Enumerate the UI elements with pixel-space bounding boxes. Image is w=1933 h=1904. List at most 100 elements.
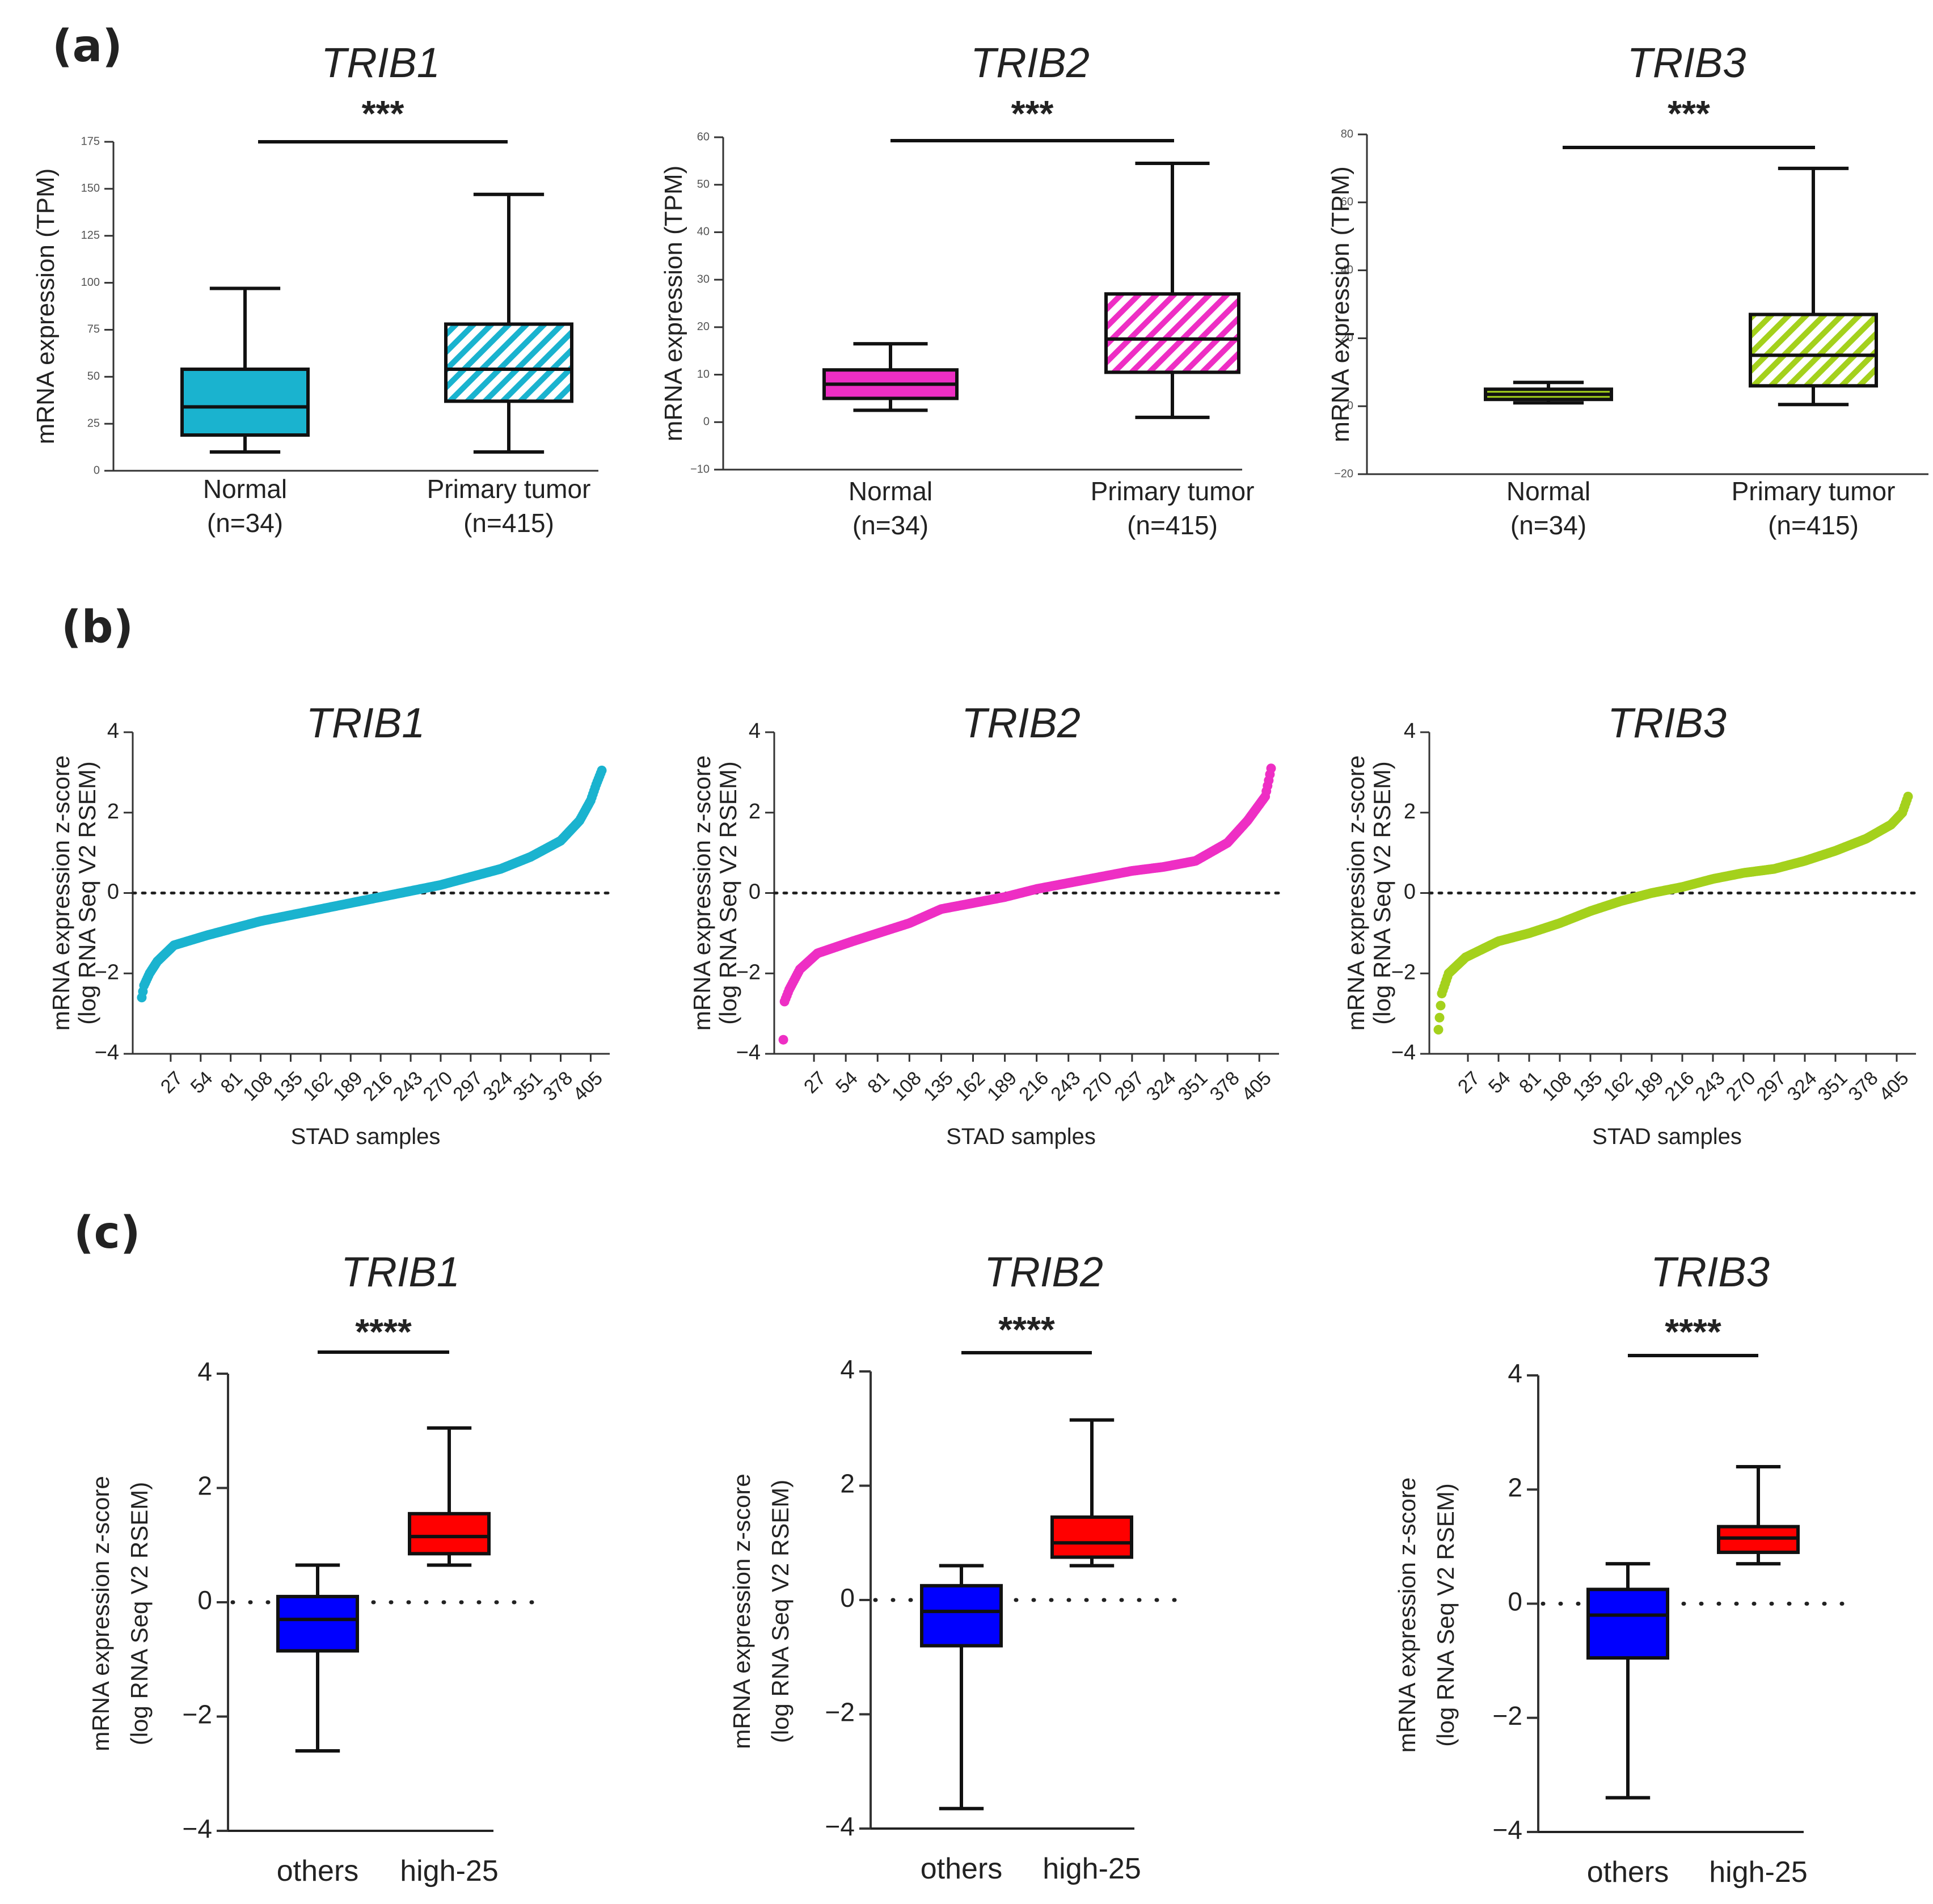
y-tick-label: 0 bbox=[749, 880, 761, 904]
y-tick-label: 0 bbox=[94, 464, 100, 476]
x-tick-label: 243 bbox=[1046, 1067, 1084, 1105]
x-tick-label: 81 bbox=[863, 1067, 894, 1098]
x-tick-label: 162 bbox=[951, 1067, 989, 1105]
x-category-label: Normal bbox=[1506, 476, 1590, 506]
y-tick-label: 0 bbox=[1347, 399, 1353, 412]
y-tick-label: 40 bbox=[1341, 264, 1353, 276]
chart-title: TRIB3 bbox=[1607, 699, 1727, 746]
y-tick-label: 2 bbox=[197, 1471, 212, 1501]
trib2-zscore-boxplot: TRIB2 **** −4 −2 0 2 4 mRNA expression z-score (… bbox=[728, 1248, 1182, 1885]
box-iqr bbox=[1586, 1588, 1669, 1660]
y-tick-label: 2 bbox=[749, 800, 761, 824]
x-category-label: Normal bbox=[849, 476, 932, 506]
x-category-count: (n=415) bbox=[463, 508, 554, 538]
y-axis-label-line2: (log RNA Seq V2 RSEM) bbox=[767, 1480, 794, 1743]
y-axis-label-line2: (log RNA Seq V2 RSEM) bbox=[74, 761, 100, 1025]
x-tick-label: 27 bbox=[800, 1067, 830, 1098]
panel-label-a: (a) bbox=[52, 21, 123, 72]
y-tick-label: −4 bbox=[183, 1814, 212, 1843]
x-tick-label: 54 bbox=[1484, 1067, 1515, 1098]
x-category-count: (n=34) bbox=[207, 508, 283, 538]
y-tick-label: −2 bbox=[825, 1698, 855, 1727]
x-tick-label: 189 bbox=[329, 1067, 367, 1105]
x-tick-label: 324 bbox=[479, 1067, 517, 1105]
y-tick-label: 2 bbox=[107, 800, 119, 824]
chart-title: TRIB3 bbox=[1651, 1248, 1770, 1295]
y-tick-label: −4 bbox=[95, 1041, 119, 1065]
chart-title: TRIB2 bbox=[970, 39, 1090, 86]
y-axis-label-line1: mRNA expression z-score bbox=[87, 1476, 114, 1751]
y-tick-label: 75 bbox=[87, 323, 100, 336]
y-axis-label-line1: mRNA expression z-score bbox=[48, 755, 74, 1031]
y-tick-label: 2 bbox=[840, 1469, 855, 1498]
y-axis-label: mRNA expression (TPM) bbox=[1327, 166, 1354, 442]
x-tick-label: 135 bbox=[269, 1067, 307, 1105]
x-tick-label: 297 bbox=[449, 1067, 487, 1105]
y-tick-label: 0 bbox=[197, 1585, 212, 1615]
chart-title: TRIB1 bbox=[341, 1248, 460, 1295]
data-point bbox=[1433, 1024, 1444, 1035]
y-tick-label: 2 bbox=[1508, 1472, 1522, 1502]
y-tick-label: 0 bbox=[840, 1583, 855, 1612]
significance-stars: *** bbox=[1668, 93, 1710, 134]
x-tick-label: 189 bbox=[1630, 1067, 1668, 1105]
x-category-count: (n=34) bbox=[852, 510, 928, 540]
y-tick-label: 80 bbox=[1341, 128, 1353, 140]
y-axis-label-line2: (log RNA Seq V2 RSEM) bbox=[1369, 761, 1395, 1025]
x-tick-label: 351 bbox=[1174, 1067, 1212, 1105]
x-category-label: others bbox=[1587, 1856, 1669, 1889]
box-iqr bbox=[276, 1594, 359, 1653]
y-tick-label: −2 bbox=[1493, 1701, 1522, 1730]
x-tick-label: 108 bbox=[888, 1067, 926, 1105]
x-tick-label: 216 bbox=[1015, 1067, 1053, 1105]
x-tick-label: 108 bbox=[1538, 1067, 1576, 1105]
y-axis-label-line1: mRNA expression z-score bbox=[689, 755, 715, 1031]
y-tick-label: −10 bbox=[690, 463, 710, 475]
x-tick-label: 405 bbox=[1875, 1067, 1913, 1105]
y-tick-label: 4 bbox=[840, 1354, 855, 1384]
y-tick-label: 30 bbox=[697, 273, 710, 285]
y-tick-label: 100 bbox=[81, 276, 100, 289]
y-tick-label: −4 bbox=[736, 1041, 761, 1065]
x-tick-label: 27 bbox=[1454, 1067, 1484, 1098]
data-point bbox=[1903, 791, 1913, 801]
box-iqr bbox=[180, 368, 310, 437]
y-axis-label-line2: (log RNA Seq V2 RSEM) bbox=[126, 1482, 153, 1746]
y-tick-label: −4 bbox=[1391, 1041, 1416, 1065]
x-axis-label: STAD samples bbox=[291, 1124, 441, 1149]
significance-stars: **** bbox=[998, 1309, 1055, 1350]
x-tick-label: 324 bbox=[1783, 1067, 1821, 1105]
box-iqr bbox=[408, 1512, 491, 1556]
x-tick-label: 351 bbox=[509, 1067, 547, 1105]
x-tick-label: 135 bbox=[1569, 1067, 1607, 1105]
x-tick-label: 351 bbox=[1814, 1067, 1852, 1105]
box-iqr bbox=[1104, 292, 1240, 374]
y-tick-label: 40 bbox=[697, 226, 710, 238]
y-tick-label: 4 bbox=[1404, 719, 1416, 743]
y-tick-label: 60 bbox=[697, 130, 710, 143]
x-tick-label: 270 bbox=[1078, 1067, 1116, 1105]
significance-stars: **** bbox=[1665, 1311, 1721, 1352]
significance-stars: *** bbox=[1011, 93, 1054, 134]
trib2-zscore-scatter: TRIB2 −4 −2 0 2 4 27 54 811081351621892162432702… bbox=[689, 699, 1281, 1149]
y-tick-label: 10 bbox=[697, 368, 710, 381]
panel-label-b: (b) bbox=[61, 602, 133, 653]
x-tick-label: 270 bbox=[419, 1067, 457, 1105]
x-tick-label: 243 bbox=[389, 1067, 427, 1105]
chart-title: TRIB2 bbox=[961, 699, 1081, 746]
y-axis-label-line1: mRNA expression z-score bbox=[728, 1474, 755, 1749]
y-tick-label: 4 bbox=[749, 719, 761, 743]
x-category-label: Primary tumor bbox=[1732, 476, 1896, 506]
x-tick-label: 162 bbox=[299, 1067, 337, 1105]
x-tick-label: 324 bbox=[1142, 1067, 1180, 1105]
y-tick-label: 4 bbox=[1508, 1358, 1522, 1388]
x-tick-label: 108 bbox=[239, 1067, 277, 1105]
x-category-count: (n=415) bbox=[1127, 510, 1218, 540]
x-category-count: (n=415) bbox=[1768, 510, 1859, 540]
chart-title: TRIB2 bbox=[984, 1248, 1103, 1295]
y-axis-label-line1: mRNA expression z-score bbox=[1394, 1477, 1420, 1753]
y-tick-label: 0 bbox=[1508, 1587, 1522, 1616]
